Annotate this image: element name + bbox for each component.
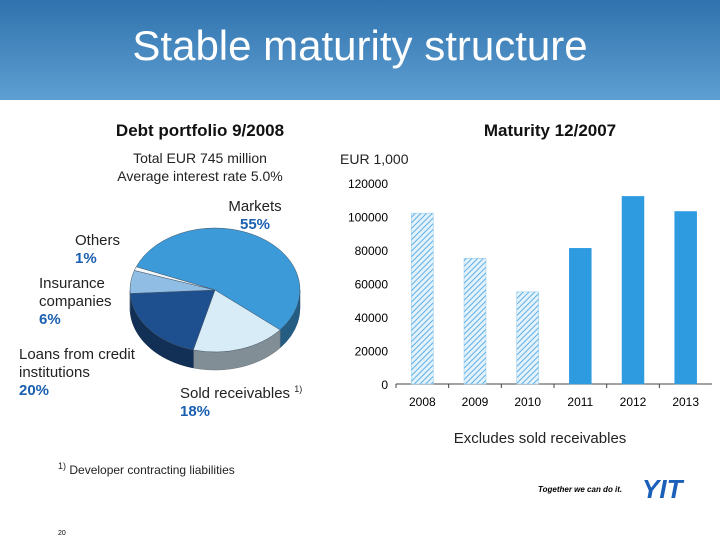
bar xyxy=(411,212,434,385)
y-tick-label: 60000 xyxy=(355,278,389,292)
logo-brand: YIT xyxy=(642,474,683,504)
y-axis-label: EUR 1,000 xyxy=(340,151,409,167)
pie-slice xyxy=(133,266,216,291)
slice-value-label: 55% xyxy=(239,216,271,233)
annotation: Excludes sold receivables xyxy=(453,430,627,447)
bar xyxy=(516,291,539,385)
pie-slice xyxy=(129,289,216,351)
logo-tagline: Together we can do it. xyxy=(538,485,623,494)
slice-name: Loans from credit institutions xyxy=(19,346,149,382)
bar-title: Maturity 12/2007 xyxy=(483,121,617,140)
y-tick-label: 100000 xyxy=(348,211,388,225)
slice-name-text: Sold receivables xyxy=(180,385,291,402)
bar xyxy=(569,248,592,385)
subtitle-line: Average interest rate 5.0% xyxy=(117,168,283,184)
slice-value-label: 20% xyxy=(19,382,50,399)
pie-label: Sold receivables 1) 18% xyxy=(180,380,340,421)
slice-name-text: Markets xyxy=(228,198,282,215)
header-bar xyxy=(0,0,720,100)
x-tick-label: 2013 xyxy=(672,395,699,409)
slice-name-text: Insurance companies xyxy=(39,275,112,310)
x-tick-label: 2009 xyxy=(462,395,489,409)
x-tick-label: 2012 xyxy=(620,395,647,409)
pie-label: Insurance companies 6% xyxy=(39,275,129,329)
bar xyxy=(463,258,487,385)
pie-slice xyxy=(135,227,301,331)
pie-subtitle: Total EUR 745 million Average interest r… xyxy=(80,149,320,185)
slice-name: Markets xyxy=(200,198,310,216)
pie-label: Others 1% xyxy=(75,232,155,268)
pie-slice xyxy=(192,289,281,353)
slice-name-text: Others xyxy=(75,232,121,249)
pie-label: Loans from credit institutions 20% xyxy=(19,346,149,400)
slide-title: Stable maturity structure xyxy=(132,22,588,69)
y-tick-label: 40000 xyxy=(355,311,389,325)
slice-name-text: Loans from credit institutions xyxy=(19,346,135,381)
y-tick-label: 80000 xyxy=(355,244,389,258)
y-tick-label: 20000 xyxy=(355,345,389,359)
pie-title: Debt portfolio 9/2008 xyxy=(115,121,285,140)
slice-value-label: 18% xyxy=(180,403,211,420)
footnote: 1) Developer contracting liabilities xyxy=(58,457,235,479)
x-tick-label: 2008 xyxy=(409,395,436,409)
slice-value-label: 6% xyxy=(39,311,61,328)
x-tick-label: 2010 xyxy=(514,395,541,409)
footnote-text: Developer contracting liabilities xyxy=(69,463,235,477)
x-tick-label: 2011 xyxy=(567,395,593,409)
y-tick-label: 0 xyxy=(381,378,388,392)
slice-name: Others xyxy=(75,232,155,250)
slice-name: Insurance companies xyxy=(39,275,129,311)
bar xyxy=(674,211,697,385)
subtitle-line: Total EUR 745 million xyxy=(133,150,267,166)
bar xyxy=(621,196,645,385)
y-tick-label: 120000 xyxy=(348,177,388,191)
slice-name: Sold receivables 1) xyxy=(180,380,340,403)
footnote-marker: 1) xyxy=(294,384,303,394)
footnote-marker: 1) xyxy=(58,461,67,471)
page-number: 20 xyxy=(58,530,66,537)
pie-label: Markets 55% xyxy=(200,198,310,234)
slice-value-label: 1% xyxy=(75,250,97,267)
